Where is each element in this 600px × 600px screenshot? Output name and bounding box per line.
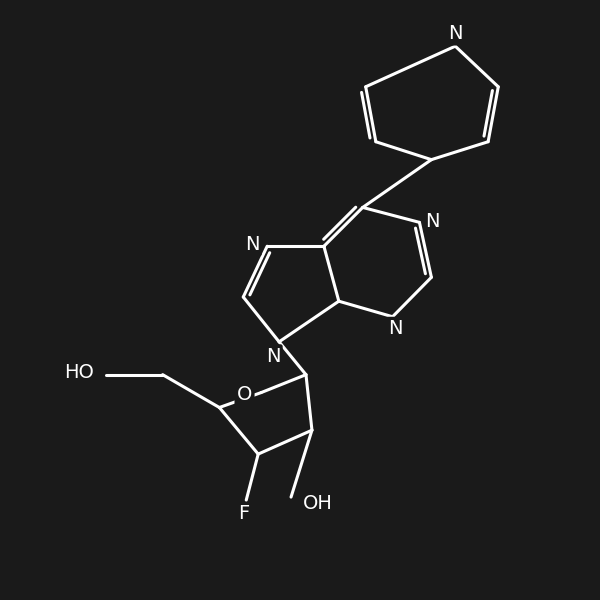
Text: OH: OH bbox=[303, 494, 333, 512]
Text: HO: HO bbox=[64, 364, 94, 382]
Text: O: O bbox=[237, 385, 252, 404]
Text: N: N bbox=[388, 319, 403, 338]
Text: F: F bbox=[238, 504, 249, 523]
Text: N: N bbox=[448, 24, 463, 43]
Text: N: N bbox=[245, 235, 259, 254]
Text: N: N bbox=[425, 212, 440, 230]
Text: N: N bbox=[266, 347, 280, 365]
